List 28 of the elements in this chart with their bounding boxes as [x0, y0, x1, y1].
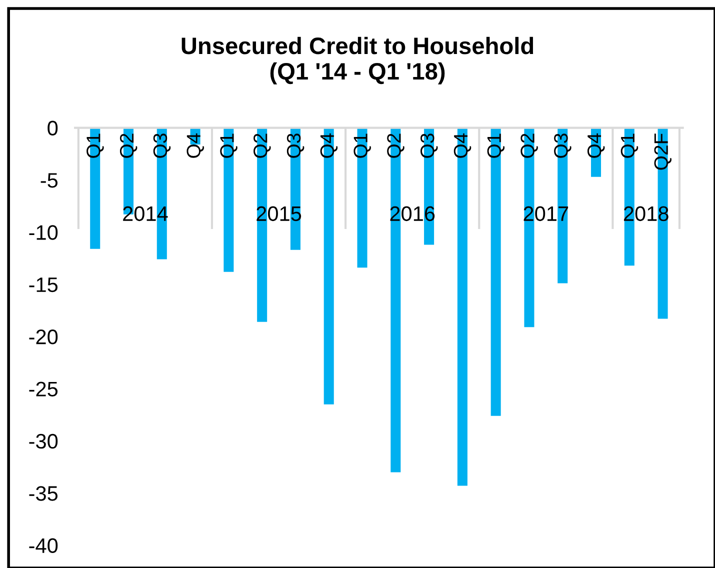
x-tick-label: Q3	[286, 134, 304, 158]
x-tick-label: Q1	[620, 134, 638, 158]
y-tick-label: -5	[40, 173, 58, 188]
x-tick-label: Q1	[354, 134, 371, 158]
y-tick-label: -35	[29, 486, 58, 501]
y-tick-label: -10	[29, 225, 58, 240]
x-tick-label: Q2	[120, 134, 138, 158]
y-tick-label: -30	[29, 434, 58, 449]
y-tick-label: 0	[48, 120, 58, 136]
x-tick-label: Q2	[254, 134, 271, 158]
x-tick-label: Q4	[587, 133, 605, 158]
x-tick-label: Q1	[86, 134, 104, 158]
y-tick-label: -25	[29, 382, 58, 396]
x-tick-label: Q2F	[654, 134, 672, 170]
chart-title: Unsecured Credit to Household (Q1 '14 - Q1 '18)	[182, 36, 534, 84]
x-tick-label: Q2	[520, 134, 538, 158]
y-tick-label: -20	[29, 330, 58, 344]
x-tick-label: Q4	[454, 133, 472, 158]
x-tick-label: Q3	[554, 134, 572, 158]
y-tick-label: -15	[29, 278, 58, 292]
x-tick-label: Q1	[220, 134, 238, 158]
y-tick-label: -40	[29, 538, 58, 554]
x-tick-label: Q4	[320, 133, 338, 158]
x-tick-label: Q3	[153, 134, 171, 158]
x-tick-label: Q1	[487, 134, 505, 158]
x-tick-label: Q3	[420, 134, 438, 158]
x-tick-label: Q2	[387, 134, 404, 158]
x-tick-label: Q4	[186, 133, 204, 158]
